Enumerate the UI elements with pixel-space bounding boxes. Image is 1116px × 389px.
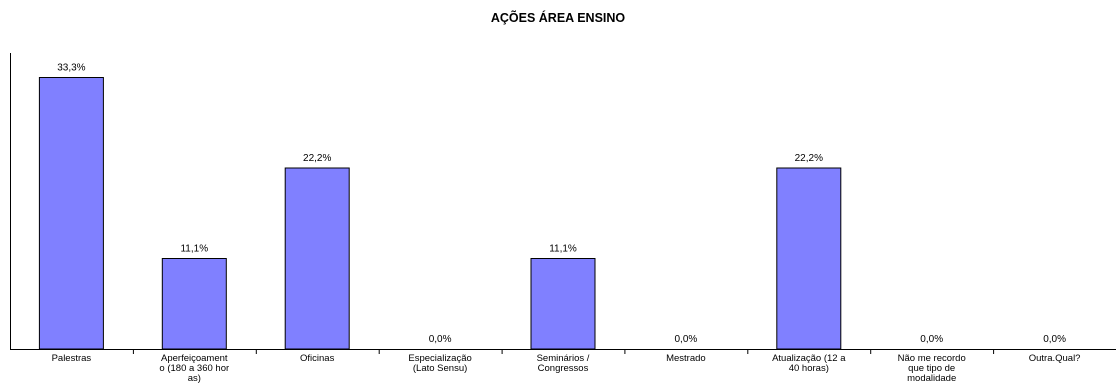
bar-2 xyxy=(284,167,350,350)
data-label-4: 11,1% xyxy=(549,244,577,255)
data-label-7: 0,0% xyxy=(920,334,943,345)
chart-title: AÇÕES ÁREA ENSINO xyxy=(490,11,626,25)
bar-6 xyxy=(776,167,842,350)
data-label-8: 0,0% xyxy=(1043,334,1066,345)
category-label-5: Mestrado xyxy=(666,353,706,364)
data-label-6: 22,2% xyxy=(795,153,823,164)
data-label-5: 0,0% xyxy=(675,334,698,345)
data-label-2: 22,2% xyxy=(303,153,331,164)
bar-0 xyxy=(38,77,104,350)
bar-1 xyxy=(161,258,227,350)
bar-4 xyxy=(530,258,596,350)
category-label-2: Oficinas xyxy=(300,353,335,364)
category-label-0: Palestras xyxy=(51,353,92,364)
category-label-1: Aperfeiçoament o (180 a 360 hor as) xyxy=(159,353,230,384)
data-label-1: 11,1% xyxy=(180,244,208,255)
category-label-6: Atualização (12 a 40 horas) xyxy=(772,353,846,374)
category-label-7: Não me recordo que tipo de modalidade xyxy=(897,353,966,384)
category-label-3: Especialização (Lato Sensu) xyxy=(408,353,472,374)
category-label-8: Outra.Qual? xyxy=(1028,353,1081,364)
data-label-3: 0,0% xyxy=(429,334,452,345)
category-label-4: Seminários / Congressos xyxy=(536,353,590,374)
data-label-0: 33,3% xyxy=(57,63,85,74)
